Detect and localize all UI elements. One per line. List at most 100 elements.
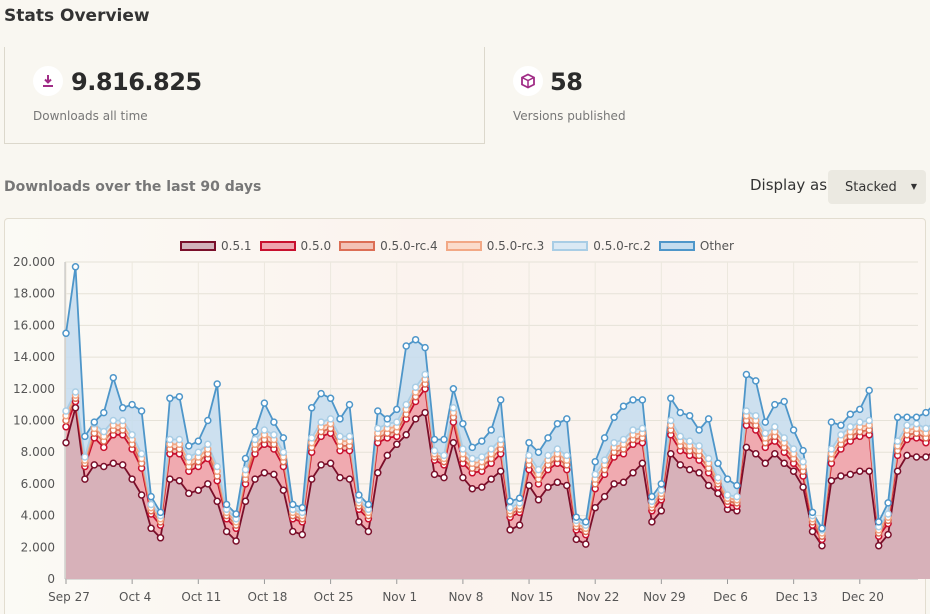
data-point: [742, 370, 751, 379]
data-point: [62, 438, 70, 447]
x-tick-label: Oct 4: [119, 590, 151, 604]
y-tick-label: 2.000: [21, 540, 55, 554]
legend-item[interactable]: 0.5.0-rc.4: [339, 239, 438, 253]
data-point: [903, 451, 911, 460]
data-point: [194, 437, 203, 445]
data-point: [260, 426, 269, 434]
data-point: [629, 469, 637, 477]
y-tick-label: 0: [47, 572, 55, 586]
legend-swatch: [339, 241, 376, 251]
x-tick-label: Oct 25: [314, 590, 354, 604]
data-point: [704, 415, 713, 423]
legend-item[interactable]: 0.5.1: [180, 239, 252, 253]
data-point: [459, 473, 467, 482]
data-point: [411, 335, 420, 344]
data-point: [818, 524, 826, 533]
data-point: [487, 426, 495, 434]
data-point: [761, 418, 770, 426]
data-point: [846, 410, 855, 418]
legend-swatch: [259, 241, 296, 251]
data-point: [411, 415, 420, 423]
data-point: [374, 407, 382, 415]
data-point: [185, 489, 193, 498]
data-point: [534, 448, 543, 456]
data-point: [742, 407, 751, 415]
data-point: [884, 510, 892, 518]
downloads-count: 9.816.825: [71, 68, 202, 96]
data-point: [100, 408, 108, 417]
legend-label: 0.5.0-rc.2: [593, 239, 651, 253]
legend-item[interactable]: Other: [658, 239, 734, 253]
data-point: [393, 418, 401, 426]
data-point: [336, 432, 344, 441]
data-point: [137, 491, 146, 499]
data-point: [251, 427, 259, 436]
data-point: [100, 427, 108, 436]
data-point: [468, 454, 477, 463]
data-point: [903, 413, 911, 422]
data-point: [856, 467, 864, 475]
data-point: [430, 470, 439, 479]
data-point: [761, 429, 770, 437]
data-point: [270, 418, 278, 426]
data-point: [100, 462, 108, 471]
x-tick-label: Dec 13: [775, 590, 817, 604]
data-point: [780, 459, 788, 468]
data-point: [449, 438, 458, 447]
data-point: [761, 459, 770, 468]
x-tick-label: Oct 11: [181, 590, 221, 604]
data-point: [563, 451, 571, 460]
data-point: [827, 476, 836, 485]
data-point: [723, 491, 732, 499]
y-tick-label: 12.000: [13, 382, 55, 396]
data-point: [912, 419, 921, 428]
legend-item[interactable]: 0.5.0: [259, 239, 331, 253]
data-point: [307, 475, 316, 483]
data-point: [837, 431, 845, 439]
data-point: [109, 373, 118, 382]
data-point: [156, 534, 165, 542]
y-tick-label: 8.000: [21, 445, 55, 459]
x-tick-label: Dec 6: [713, 590, 748, 604]
data-point: [893, 437, 902, 445]
data-point: [345, 475, 354, 483]
data-point: [128, 475, 136, 483]
data-point: [147, 492, 155, 501]
data-point: [591, 457, 599, 466]
display-mode-select[interactable]: Stacked ▼: [828, 170, 926, 204]
data-point: [553, 419, 562, 428]
data-point: [298, 503, 307, 512]
data-point: [71, 404, 80, 412]
data-point: [137, 407, 146, 415]
data-point: [326, 415, 335, 423]
data-point: [572, 513, 581, 521]
data-point: [270, 470, 278, 479]
data-point: [582, 518, 590, 526]
data-point: [865, 416, 873, 425]
legend-item[interactable]: 0.5.0-rc.2: [552, 239, 651, 253]
data-point: [600, 456, 609, 464]
data-point: [440, 473, 448, 482]
data-point: [109, 416, 118, 425]
data-point: [71, 263, 80, 271]
data-point: [251, 475, 259, 483]
download-icon: [33, 66, 63, 96]
data-point: [355, 491, 363, 499]
x-tick-label: Nov 1: [382, 590, 417, 604]
chart-legend: 0.5.1 0.5.0 0.5.0-rc.4 0.5.0-rc.3 0.5.0-rc.2…: [180, 238, 742, 254]
data-point: [846, 470, 855, 479]
display-as-label: Display as: [750, 176, 828, 194]
data-point: [600, 434, 609, 442]
data-point: [780, 434, 788, 442]
data-point: [657, 486, 666, 494]
data-point: [685, 411, 694, 420]
data-point: [166, 435, 174, 444]
data-point: [478, 453, 486, 461]
data-point: [771, 400, 779, 409]
data-point: [667, 394, 675, 403]
data-point: [600, 492, 609, 501]
data-point: [837, 472, 845, 480]
legend-item[interactable]: 0.5.0-rc.3: [445, 239, 544, 253]
y-tick-label: 16.000: [13, 318, 55, 332]
data-point: [364, 527, 373, 536]
